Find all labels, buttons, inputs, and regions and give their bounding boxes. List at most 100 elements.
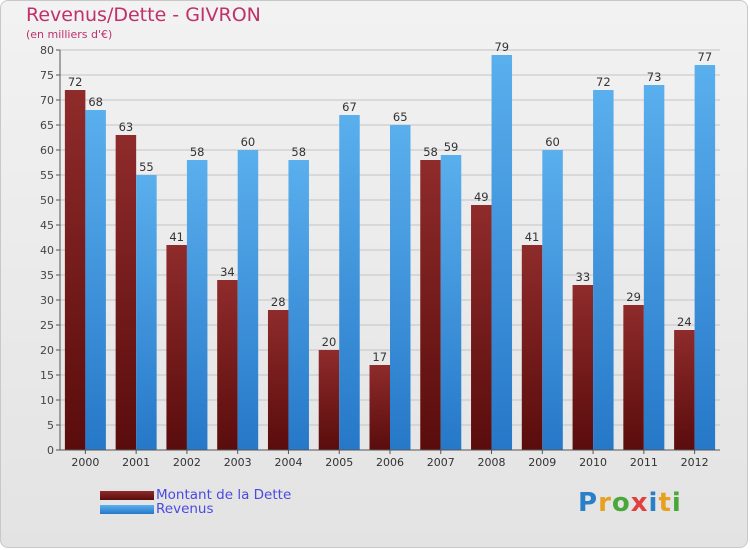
legend-label-revenus: Revenus xyxy=(156,501,214,517)
x-tick-label: 2002 xyxy=(173,456,201,469)
x-tick-label: 2012 xyxy=(681,456,709,469)
data-label: 73 xyxy=(647,70,662,84)
data-label: 67 xyxy=(342,100,357,114)
data-label: 28 xyxy=(271,295,286,309)
legend-item-revenus: Revenus xyxy=(100,502,214,516)
bar-revenus-2008 xyxy=(491,55,513,450)
bar-revenus-2005 xyxy=(339,115,360,450)
bar-revenus-2001 xyxy=(136,175,157,450)
data-label: 60 xyxy=(241,135,256,149)
y-tick-label: 65 xyxy=(40,119,54,132)
y-tick-label: 15 xyxy=(40,369,54,382)
bar-debt-2000 xyxy=(64,90,86,450)
data-label: 17 xyxy=(372,350,387,364)
y-tick-label: 25 xyxy=(40,319,54,332)
data-label: 59 xyxy=(444,140,459,154)
bar-debt-2003 xyxy=(217,280,238,450)
proxiti-logo: Proxiti xyxy=(578,488,682,518)
data-label: 72 xyxy=(68,75,83,89)
data-label: 33 xyxy=(576,270,591,284)
x-tick-label: 2010 xyxy=(579,456,607,469)
legend-label-debt: Montant de la Dette xyxy=(156,487,292,503)
y-tick-label: 30 xyxy=(40,294,54,307)
y-tick-label: 20 xyxy=(40,344,54,357)
chart-title: Revenus/Dette - GIVRON xyxy=(26,4,261,26)
data-label: 68 xyxy=(88,95,103,109)
bar-revenus-2009 xyxy=(542,150,563,450)
logo-letter: o xyxy=(611,488,631,518)
data-label: 20 xyxy=(322,335,337,349)
data-label: 29 xyxy=(626,290,641,304)
logo-letter: r xyxy=(598,488,612,518)
bar-debt-2007 xyxy=(420,160,441,450)
data-label: 58 xyxy=(190,145,205,159)
logo-letter: P xyxy=(578,488,599,518)
y-tick-label: 5 xyxy=(47,419,54,432)
bar-revenus-2002 xyxy=(186,160,208,450)
bar-revenus-2012 xyxy=(694,65,716,450)
data-label: 41 xyxy=(169,230,184,244)
logo-letter: i xyxy=(648,488,659,518)
data-label: 55 xyxy=(139,160,154,174)
y-tick-label: 80 xyxy=(40,44,54,57)
x-tick-label: 2009 xyxy=(528,456,556,469)
axes: 0 5 10 15 20 25 30 35 40 45 50 55 60 65 70 75 80 2000 2001… xyxy=(40,44,720,469)
bar-debt-2010 xyxy=(572,285,594,450)
data-label: 58 xyxy=(291,145,306,159)
bar-debt-2005 xyxy=(318,350,340,450)
bar-debt-2008 xyxy=(471,205,492,450)
data-labels: 72 68 63 55 41 58 34 60 28 58 20 67 17 65 58 59 49 79 41 60… xyxy=(68,40,712,364)
bar-revenus-2003 xyxy=(237,150,259,450)
x-tick-label: 2005 xyxy=(325,456,353,469)
chart-subtitle: (en milliers d'€) xyxy=(26,28,113,41)
data-label: 24 xyxy=(677,315,692,329)
bar-debt-2009 xyxy=(521,245,543,450)
x-tick-label: 2003 xyxy=(224,456,252,469)
y-tick-label: 40 xyxy=(40,244,54,257)
x-tick-label: 2000 xyxy=(71,456,99,469)
bar-debt-2006 xyxy=(369,365,390,450)
y-tick-label: 10 xyxy=(40,394,54,407)
data-label: 58 xyxy=(423,145,438,159)
x-tick-label: 2004 xyxy=(274,456,302,469)
bar-revenus-2004 xyxy=(288,160,309,450)
data-label: 72 xyxy=(596,75,611,89)
bar-debt-2004 xyxy=(267,310,289,450)
bar-debt-2002 xyxy=(166,245,187,450)
y-tick-label: 70 xyxy=(40,94,54,107)
y-tick-label: 75 xyxy=(40,69,54,82)
data-label: 60 xyxy=(545,135,560,149)
legend-swatch-debt xyxy=(100,490,154,500)
y-tick-label: 55 xyxy=(40,169,54,182)
x-tick-label: 2006 xyxy=(376,456,404,469)
logo-letter: i xyxy=(671,488,682,518)
bar-revenus-2007 xyxy=(440,155,462,450)
legend-item-debt: Montant de la Dette xyxy=(100,488,291,502)
bar-revenus-2000 xyxy=(85,110,106,450)
x-tick-label: 2008 xyxy=(478,456,506,469)
data-label: 77 xyxy=(698,50,713,64)
bars xyxy=(64,55,716,450)
bar-revenus-2006 xyxy=(390,125,411,450)
bar-revenus-2011 xyxy=(643,85,665,450)
y-tick-label: 60 xyxy=(40,144,54,157)
x-tick-label: 2001 xyxy=(122,456,150,469)
logo-letter: t xyxy=(658,488,672,518)
bar-debt-2001 xyxy=(115,135,137,450)
data-label: 79 xyxy=(494,40,509,54)
y-tick-label: 45 xyxy=(40,219,54,232)
bar-debt-2012 xyxy=(674,330,695,450)
data-label: 49 xyxy=(474,190,489,204)
y-tick-label: 50 xyxy=(40,194,54,207)
bar-revenus-2010 xyxy=(593,90,614,450)
x-tick-label: 2011 xyxy=(630,456,658,469)
x-tick-label: 2007 xyxy=(427,456,455,469)
data-label: 41 xyxy=(525,230,540,244)
y-tick-label: 0 xyxy=(47,444,54,457)
logo-letter: x xyxy=(630,488,649,518)
y-tick-label: 35 xyxy=(40,269,54,282)
data-label: 34 xyxy=(220,265,235,279)
data-label: 65 xyxy=(393,110,408,124)
legend-swatch-revenus xyxy=(100,504,154,514)
